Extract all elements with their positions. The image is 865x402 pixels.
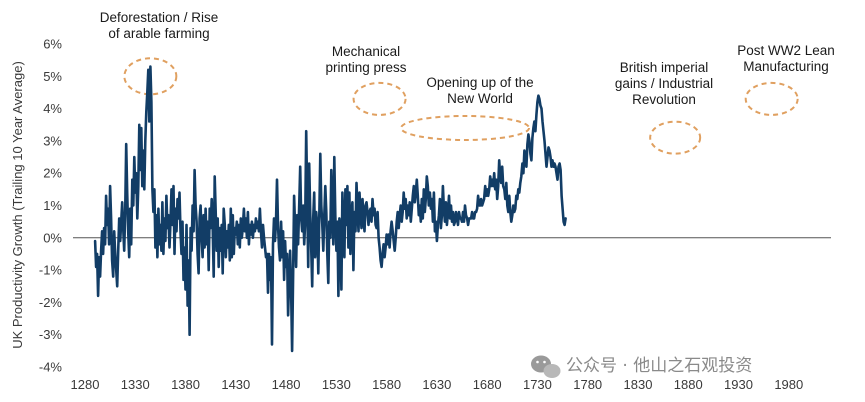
annotation-label-industrial: Revolution	[632, 92, 696, 107]
watermark: 公众号 · 他山之石观投资	[531, 355, 752, 378]
wechat-icon	[531, 355, 561, 378]
x-tick-label: 1480	[272, 377, 301, 392]
annotation-label-industrial: British imperial	[620, 60, 709, 75]
x-tick-label: 1330	[121, 377, 150, 392]
y-axis-label: UK Productivity Growth (Trailing 10 Year…	[10, 61, 25, 349]
x-axis: 1280 1330 1380 1430 1480 1530 1580 1630 1680 1730…	[71, 377, 804, 392]
annotation-label-deforestation: of arable farming	[108, 26, 209, 41]
x-tick-label: 1730	[523, 377, 552, 392]
y-tick-label: -1%	[39, 263, 63, 278]
annotation-ellipses	[123, 57, 799, 155]
annotation-label-printing: printing press	[325, 60, 406, 75]
x-tick-label: 1530	[322, 377, 351, 392]
annotation-label-postwar: Post WW2 Lean	[737, 43, 835, 58]
y-tick-label: 6%	[43, 37, 62, 52]
x-tick-label: 1830	[624, 377, 653, 392]
annotation-ellipse-deforestation	[123, 57, 178, 96]
y-tick-label: -3%	[39, 327, 63, 342]
annotation-ellipse-printing	[352, 81, 407, 116]
x-tick-label: 1880	[674, 377, 703, 392]
x-tick-label: 1580	[372, 377, 401, 392]
x-tick-label: 1380	[171, 377, 200, 392]
annotation-label-new_world: Opening up of the	[426, 75, 533, 90]
x-tick-label: 1430	[221, 377, 250, 392]
y-tick-label: -2%	[39, 295, 63, 310]
x-tick-label: 1680	[473, 377, 502, 392]
y-tick-label: 1%	[43, 198, 62, 213]
annotation-ellipse-new_world	[400, 114, 531, 141]
x-tick-label: 1980	[774, 377, 803, 392]
watermark-text: 公众号 · 他山之石观投资	[566, 356, 752, 376]
annotation-ellipse-postwar	[744, 81, 799, 116]
annotation-label-industrial: gains / Industrial	[615, 76, 713, 91]
x-tick-label: 1780	[573, 377, 602, 392]
y-tick-label: 0%	[43, 230, 62, 245]
y-tick-label: 5%	[43, 69, 62, 84]
x-tick-label: 1930	[724, 377, 753, 392]
x-tick-label: 1280	[71, 377, 100, 392]
y-tick-label: -4%	[39, 360, 63, 375]
productivity-series-line	[93, 65, 567, 353]
annotation-label-deforestation: Deforestation / Rise	[100, 10, 219, 25]
annotation-label-printing: Mechanical	[332, 44, 400, 59]
y-tick-label: 2%	[43, 166, 62, 181]
y-tick-label: 4%	[43, 101, 62, 116]
annotation-ellipse-industrial	[649, 120, 702, 155]
y-axis: -4% -3% -2% -1% 0% 1% 2% 3% 4% 5% 6%	[39, 37, 63, 375]
x-tick-label: 1630	[422, 377, 451, 392]
annotation-label-postwar: Manufacturing	[743, 59, 829, 74]
annotation-label-new_world: New World	[447, 91, 513, 106]
y-tick-label: 3%	[43, 133, 62, 148]
